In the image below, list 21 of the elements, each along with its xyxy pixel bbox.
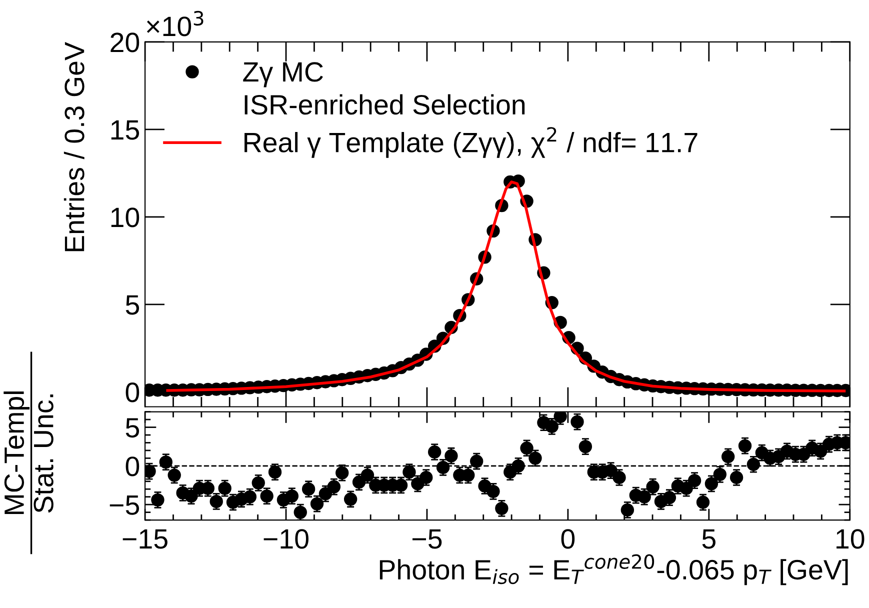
- x-tick-label: −10: [264, 529, 308, 549]
- x-tick-label: −5: [412, 529, 442, 549]
- legend-label: Real γ Template (Zγγ), χ$^{2}$ / ndf= 11.7: [244, 127, 698, 158]
- x-tick-label: 10: [836, 529, 864, 549]
- legend-label: Zγ MC: [243, 62, 323, 88]
- annotation: ISR-enriched Selection: [244, 94, 525, 115]
- x-tick-label: 0: [561, 529, 575, 549]
- x-axis-title: Photon E$_{iso}$ = E$_{T}$$^{cone20}$-0.065 p$_{T}$ [GeV]: [380, 554, 848, 586]
- x-tick-label: 5: [702, 529, 716, 549]
- x-tick-label: −15: [122, 529, 168, 549]
- y-tick-label: 20: [110, 32, 140, 52]
- y-tick-label: 15: [111, 120, 140, 140]
- y-axis-title: MC-Templ Stat. Unc.: [4, 392, 54, 514]
- y-tick-label: 0: [126, 382, 140, 402]
- y-tick-label: −5: [110, 496, 140, 515]
- y-tick-label: 0: [126, 456, 140, 476]
- y-axis-title: Entries / 0.3 GeV: [64, 42, 84, 252]
- y-tick-label: 5: [126, 295, 140, 315]
- y-tick-label: 10: [111, 208, 140, 228]
- text: ×10$^{3}$: [146, 10, 204, 36]
- y-tick-label: 5: [126, 418, 140, 438]
